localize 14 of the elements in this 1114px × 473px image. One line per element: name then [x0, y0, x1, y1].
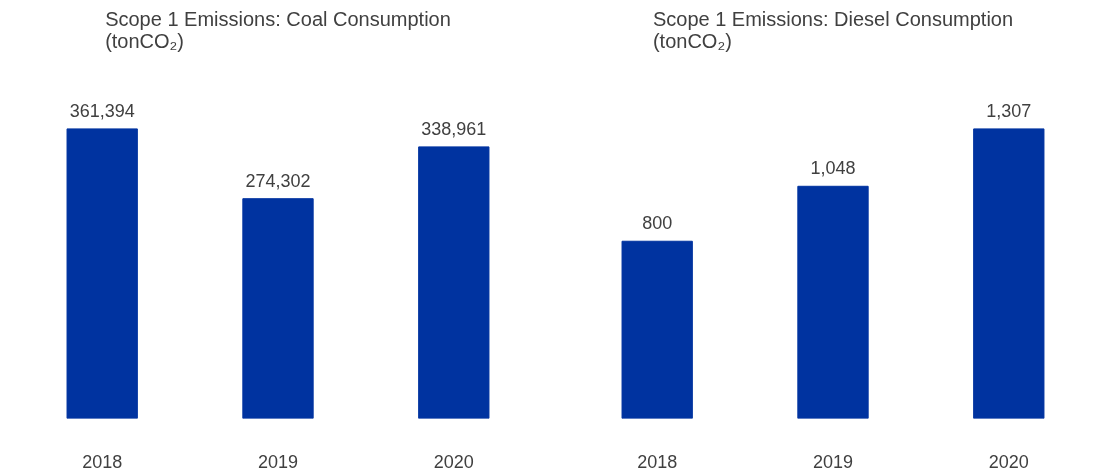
chart-title: Scope 1 Emissions: Coal Consumption (tonCO₂) [105, 7, 451, 52]
x-tick-label: 2018 [82, 451, 123, 472]
data-label: 1,048 [810, 158, 856, 179]
data-label: 338,961 [421, 118, 487, 139]
x-tick-label: 2019 [257, 451, 299, 472]
data-label: 1,307 [986, 100, 1032, 121]
x-tick-label: 2020 [433, 451, 474, 472]
chart-title: Scope 1 Emissions: Diesel Consumption (tonCO₂) [652, 7, 1014, 52]
data-label: 274,302 [245, 170, 311, 191]
x-tick-label: 2019 [812, 451, 854, 472]
x-tick-label: 2020 [988, 451, 1029, 472]
data-label: 800 [642, 213, 673, 234]
data-label: 361,394 [69, 100, 135, 121]
x-tick-label: 2018 [637, 451, 678, 472]
